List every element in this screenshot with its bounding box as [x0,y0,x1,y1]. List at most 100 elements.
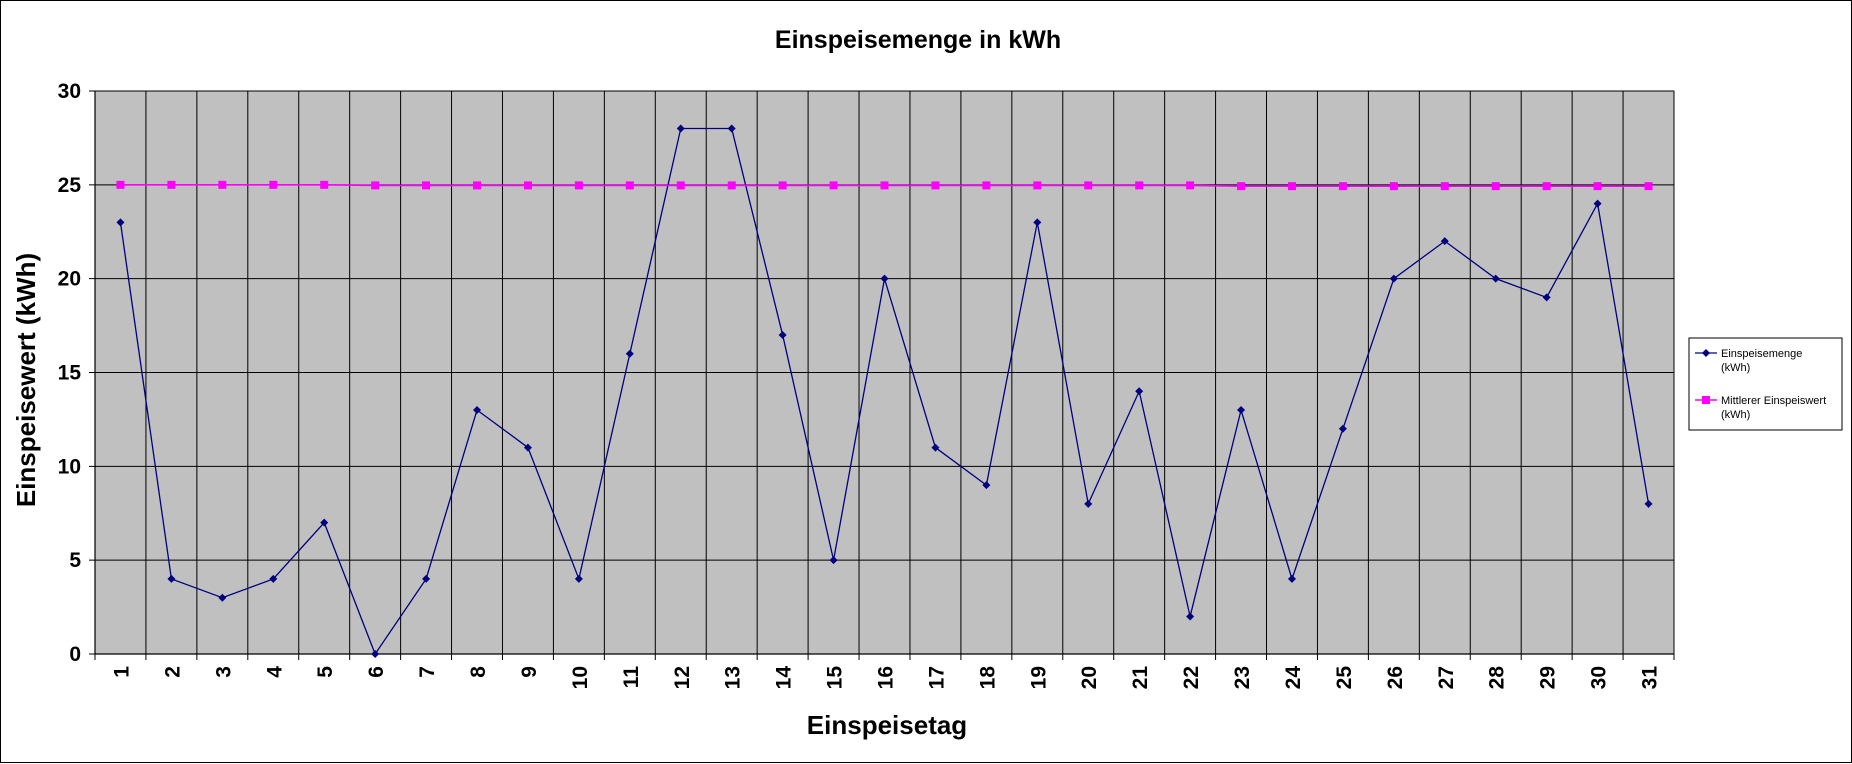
series-0-point [829,556,838,565]
series-0-point [982,481,991,490]
series-1-point [829,181,838,190]
series-1-point [422,181,431,190]
series-1-point [1135,181,1144,190]
x-tick-label: 3 [212,666,235,678]
x-tick-label: 27 [1435,666,1458,689]
series-1-point [727,181,736,190]
series-0-point [1644,499,1653,508]
series-0-point [1542,293,1551,302]
series-0-point [931,443,940,452]
series-0-point [1084,499,1093,508]
series-1-point [880,181,889,190]
legend-label: Einspeisemenge [1721,348,1802,360]
legend-label: (kWh) [1721,362,1750,374]
series-0-point [727,124,736,133]
x-tick-label: 4 [263,666,286,678]
series-0-point [778,330,787,339]
series-0-point [574,574,583,583]
series-0-point [1287,574,1296,583]
x-tick-label: 23 [1231,666,1254,689]
series-0-point [269,574,278,583]
x-axis-title: Einspeisetag [807,710,967,740]
x-tick-label: 20 [1078,666,1101,689]
x-tick-label: 22 [1180,666,1203,689]
series-1-point [116,180,125,189]
series-0-point [880,274,889,283]
x-tick-label: 30 [1588,666,1611,689]
series-1-point [523,181,532,190]
x-tick-label: 31 [1639,666,1662,690]
series-1-point [931,181,940,190]
legend-label: (kWh) [1721,409,1750,421]
x-tick-label: 26 [1384,666,1407,689]
series-0-point [116,218,125,227]
series-1-point [320,180,329,189]
legend-label: Mittlerer Einspeiswert [1721,395,1826,407]
series-0-point [371,650,380,658]
x-tick-label: 16 [875,666,898,689]
series-0-point [625,349,634,358]
y-tick-label: 30 [58,80,81,103]
x-tick-label: 1 [110,666,133,678]
x-tick-label: 13 [722,666,745,689]
series-1-point [1287,182,1296,191]
legend-marker-1 [1702,396,1710,404]
x-tick-label: 7 [416,666,439,678]
chart-title: Einspeisemenge in kWh [775,26,1061,54]
series-0-point [1237,406,1246,415]
series-0-point [167,574,176,583]
x-tick-label: 17 [925,666,948,689]
series-1-point [1237,182,1246,191]
y-axis-title: Einspeisewert (kWh) [11,253,41,507]
series-1-point [269,180,278,189]
series-1-point [1389,182,1398,191]
series-0-point [523,443,532,452]
x-tick-label: 11 [620,666,643,689]
y-tick-label: 25 [58,174,82,197]
x-tick-label: 12 [671,666,694,689]
series-1-point [1186,181,1195,190]
series-0-point [473,406,482,415]
x-tick-label: 19 [1027,666,1050,689]
series-1-point [625,181,634,190]
x-tick-label: 18 [976,666,999,690]
x-tick-label: 14 [773,666,796,690]
y-tick-label: 10 [58,455,81,478]
series-1-point [1491,182,1500,191]
series-1-point [1338,182,1347,191]
series-1-point [1033,181,1042,190]
series-0-point [1186,612,1195,621]
series-1-point [1440,182,1449,191]
x-tick-label: 25 [1333,666,1356,690]
x-tick-label: 5 [314,666,337,678]
series-0-point [1593,199,1602,208]
series-0-point [1338,424,1347,433]
legend: Einspeisemenge (kWh) Mittlerer Einspeiswer… [1688,337,1843,431]
series-1-point [1542,182,1551,191]
x-tick-label: 24 [1282,666,1305,690]
x-tick-label: 10 [569,666,592,689]
y-tick-label: 20 [58,268,81,291]
x-tick-label: 28 [1486,666,1509,690]
series-1-point [1593,182,1602,191]
series-1-point [473,181,482,190]
y-tick-label: 0 [69,643,81,666]
series-0-point [1135,387,1144,396]
series-0-point [320,518,329,527]
series-0-point [676,124,685,133]
series-1-point [218,180,227,189]
x-tick-label: 21 [1129,666,1152,690]
x-tick-label: 29 [1537,666,1560,689]
series-1-point [371,181,380,190]
x-tick-label: 9 [518,666,541,678]
series-0-point [1491,274,1500,283]
x-tick-label: 15 [824,666,847,690]
series-1-point [1644,182,1653,191]
x-tick-label: 2 [161,666,184,678]
y-tick-label: 15 [58,362,82,385]
series-1-point [1084,181,1093,190]
series-1-point [982,181,991,190]
